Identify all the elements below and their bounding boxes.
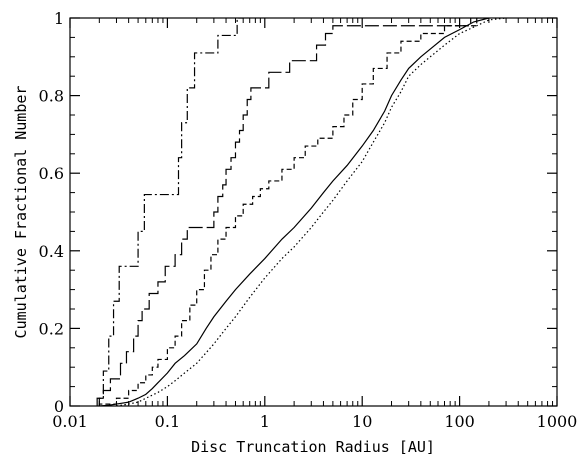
x-tick-label: 10	[352, 412, 372, 431]
y-axis-title: Cumulative Fractional Number	[12, 86, 30, 339]
y-tick-label: 0.4	[39, 242, 64, 261]
x-tick-label: 0.01	[52, 412, 88, 431]
major-ticks	[69, 17, 558, 407]
x-tick-label: 1	[260, 412, 270, 431]
x-axis-title: Disc Truncation Radius [AU]	[191, 438, 435, 456]
series-line-long-dash	[96, 18, 489, 406]
series-line-solid	[99, 18, 490, 406]
x-tick-label: 1000	[537, 412, 578, 431]
x-tick-label: 0.1	[155, 412, 180, 431]
series-group	[96, 18, 507, 406]
minor-ticks	[70, 18, 557, 406]
series-line-dotted	[116, 18, 507, 406]
x-tick-labels: 0.01 0.1 1 10 100 1000	[52, 412, 577, 431]
y-tick-label: 0.8	[39, 87, 64, 106]
x-tick-label: 100	[444, 412, 475, 431]
y-tick-label: 1	[54, 9, 64, 28]
plot-frame	[69, 17, 558, 407]
series-line-short-dash	[98, 18, 489, 406]
y-tick-label: 0.2	[39, 319, 64, 338]
series-line-dash-dot	[98, 18, 244, 406]
y-tick-labels: 0 0.2 0.4 0.6 0.8 1	[39, 9, 64, 416]
y-tick-label: 0.6	[39, 164, 64, 183]
y-tick-label: 0	[54, 397, 64, 416]
